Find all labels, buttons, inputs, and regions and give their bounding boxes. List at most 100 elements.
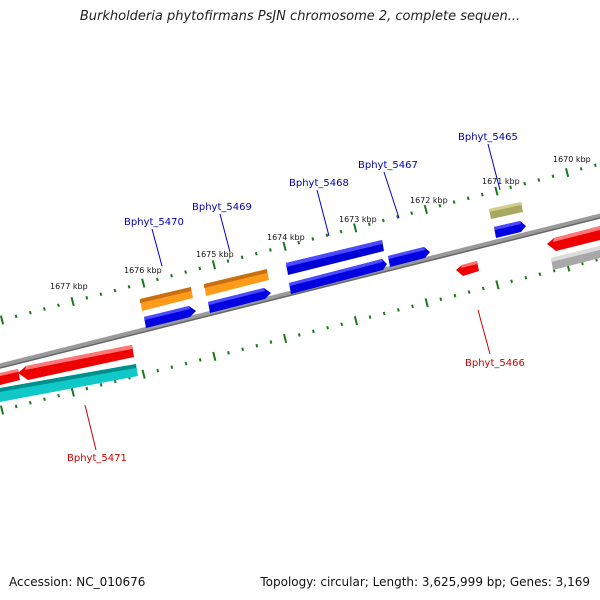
gene-blue-5465[interactable] — [494, 221, 526, 238]
minor-tick — [311, 237, 315, 241]
gene-label-bphyt-5469: Bphyt_5469 — [192, 202, 252, 213]
minor-tick — [170, 273, 173, 278]
major-tick — [141, 369, 146, 379]
minor-tick — [339, 229, 343, 234]
minor-tick — [43, 307, 46, 311]
tick-label: 1677 kbp — [50, 282, 88, 291]
gene-blue-5470[interactable] — [144, 306, 196, 328]
minor-tick — [326, 325, 329, 330]
major-tick — [423, 204, 428, 215]
gene-label-bphyt-5467: Bphyt_5467 — [358, 160, 418, 171]
gene-blue-5468-top[interactable] — [286, 240, 384, 275]
major-tick — [70, 387, 75, 397]
minor-tick — [509, 185, 512, 190]
minor-tick — [538, 272, 542, 276]
major-tick — [211, 260, 216, 270]
tick-label: 1676 kbp — [124, 266, 162, 275]
gene-olive[interactable] — [489, 202, 523, 219]
minor-tick — [156, 368, 160, 373]
minor-tick — [57, 393, 60, 398]
major-tick — [495, 280, 500, 290]
major-tick — [70, 296, 75, 307]
minor-tick — [184, 361, 188, 366]
minor-tick — [85, 296, 89, 300]
minor-tick — [240, 255, 244, 260]
major-tick — [565, 167, 570, 178]
minor-tick — [340, 322, 344, 327]
minor-tick — [28, 401, 32, 405]
minor-tick — [452, 200, 456, 204]
minor-tick — [367, 222, 371, 226]
minor-tick — [254, 251, 258, 256]
minor-tick — [593, 163, 597, 168]
minor-tick — [382, 311, 386, 316]
major-tick — [282, 241, 287, 251]
minor-tick — [14, 314, 18, 319]
gene-label-bphyt-5466: Bphyt_5466 — [465, 358, 525, 369]
minor-tick — [510, 279, 513, 284]
topology-text: Topology: circular; Length: 3,625,999 bp… — [260, 575, 590, 589]
minor-tick — [523, 181, 527, 186]
tick-label: 1671 kbp — [482, 177, 520, 186]
chromosome-backbone-shadow — [0, 217, 600, 369]
tick-label: 1672 kbp — [410, 196, 448, 205]
gene-blue-5468-bottom[interactable] — [289, 259, 387, 294]
minor-tick — [127, 285, 131, 289]
gene-label-bphyt-5465: Bphyt_5465 — [458, 132, 518, 143]
page-title: Burkholderia phytofirmans PsJN chromosom… — [79, 9, 521, 24]
minor-tick — [579, 167, 583, 171]
minor-tick — [551, 174, 555, 179]
gene-gray-right[interactable] — [551, 246, 600, 270]
gene-labels: Bphyt_5465 Bphyt_5467 Bphyt_5468 Bphyt_5… — [67, 132, 525, 464]
gene-red-right[interactable] — [547, 226, 600, 251]
minor-tick — [198, 358, 202, 362]
accession-text: Accession: NC_010676 — [9, 575, 146, 589]
major-tick — [424, 298, 429, 308]
gene-blue-5467[interactable] — [388, 247, 430, 267]
gene-blue-5469[interactable] — [208, 288, 271, 313]
minor-tick — [481, 286, 485, 291]
major-tick — [353, 316, 358, 326]
minor-tick — [43, 397, 46, 402]
minor-tick — [269, 340, 273, 344]
minor-tick — [438, 203, 442, 208]
major-tick — [141, 278, 146, 288]
major-tick — [494, 186, 499, 196]
minor-tick — [368, 315, 372, 319]
minor-tick — [480, 192, 484, 197]
gene-label-bphyt-5470: Bphyt_5470 — [124, 217, 184, 228]
minor-tick — [226, 259, 230, 263]
minor-tick — [184, 270, 188, 274]
minor-tick — [269, 248, 272, 252]
gene-label-bphyt-5471: Bphyt_5471 — [67, 453, 127, 464]
major-tick — [353, 223, 358, 233]
minor-tick — [241, 347, 244, 352]
major-tick — [212, 351, 217, 361]
gene-orange-5470[interactable] — [140, 287, 193, 311]
minor-tick — [325, 233, 329, 238]
gene-red-left-edge[interactable] — [0, 369, 20, 385]
minor-tick — [397, 308, 400, 312]
minor-tick — [410, 211, 414, 215]
leader-lines — [84, 143, 501, 451]
minor-tick — [312, 329, 315, 334]
minor-tick — [99, 383, 103, 387]
minor-tick — [170, 365, 174, 369]
gene-red-5466[interactable] — [456, 261, 479, 276]
minor-tick — [467, 290, 471, 294]
gene-orange-5469[interactable] — [204, 269, 269, 296]
minor-tick — [14, 404, 18, 409]
minor-tick — [156, 277, 159, 282]
minor-tick — [297, 333, 301, 337]
gene-red-5471[interactable] — [18, 345, 134, 380]
minor-tick — [227, 351, 230, 355]
gene-cyan-5471[interactable] — [0, 364, 138, 402]
minor-tick — [524, 275, 528, 280]
upper-tick-track — [0, 163, 597, 325]
minor-tick — [453, 293, 457, 298]
minor-tick — [99, 292, 103, 297]
minor-tick — [297, 240, 301, 245]
tick-label: 1675 kbp — [196, 250, 234, 259]
